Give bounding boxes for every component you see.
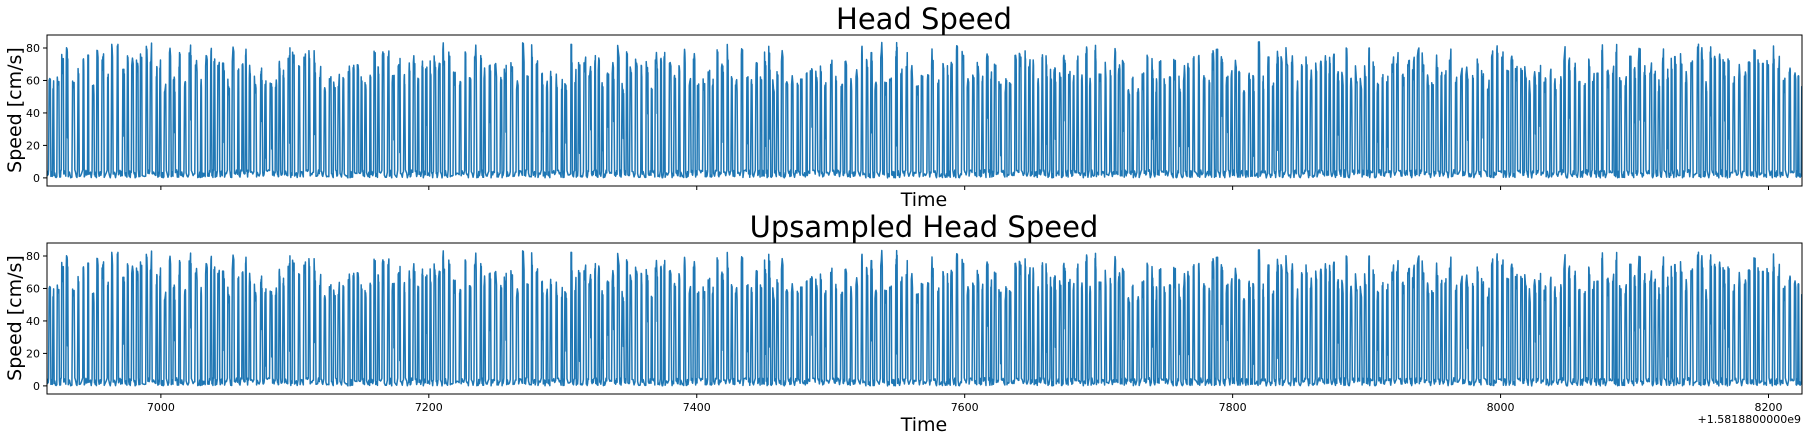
y-axis-label: Speed [cm/s] (4, 255, 26, 381)
x-axis-label: Time (900, 189, 948, 211)
y-tick-label: 0 (33, 380, 40, 393)
y-tick-label: 40 (26, 315, 40, 328)
y-tick-label: 60 (26, 74, 40, 87)
y-axis-label: Speed [cm/s] (4, 47, 26, 173)
x-tick-label: 7200 (415, 401, 443, 414)
x-tick-label: 8200 (1755, 401, 1783, 414)
axes-frame (46, 242, 1803, 395)
y-tick-label: 0 (33, 172, 40, 185)
plot-area (47, 41, 1802, 179)
x-tick-label: 7000 (147, 401, 175, 414)
x-tick-label: 7800 (1219, 401, 1247, 414)
x-tick-label: 8000 (1487, 401, 1515, 414)
subplot-head-speed: Head Speed 0 20 40 60 80 Speed [cm/s] Time (4, 2, 1803, 211)
chart-title: Upsampled Head Speed (750, 210, 1099, 244)
y-ticks: 0 20 40 60 80 (26, 42, 47, 185)
y-tick-label: 80 (26, 42, 40, 55)
series-line (47, 249, 1802, 387)
y-tick-label: 40 (26, 107, 40, 120)
y-tick-label: 60 (26, 282, 40, 295)
x-ticks: 7000 7200 7400 7600 7800 8000 8200 (147, 394, 1783, 414)
x-offset-label: +1.5818800000e9 (1698, 413, 1801, 426)
y-tick-label: 80 (26, 250, 40, 263)
x-tick-label: 7600 (951, 401, 979, 414)
y-ticks: 0 20 40 60 80 (26, 250, 47, 393)
plot-area (47, 249, 1802, 387)
series-line (47, 41, 1802, 179)
x-axis-label: Time (900, 414, 948, 436)
x-ticks (160, 186, 1770, 190)
chart-title: Head Speed (836, 2, 1012, 36)
y-tick-label: 20 (26, 139, 40, 152)
axes-frame (46, 34, 1803, 187)
y-tick-label: 20 (26, 347, 40, 360)
x-tick-label: 7400 (683, 401, 711, 414)
